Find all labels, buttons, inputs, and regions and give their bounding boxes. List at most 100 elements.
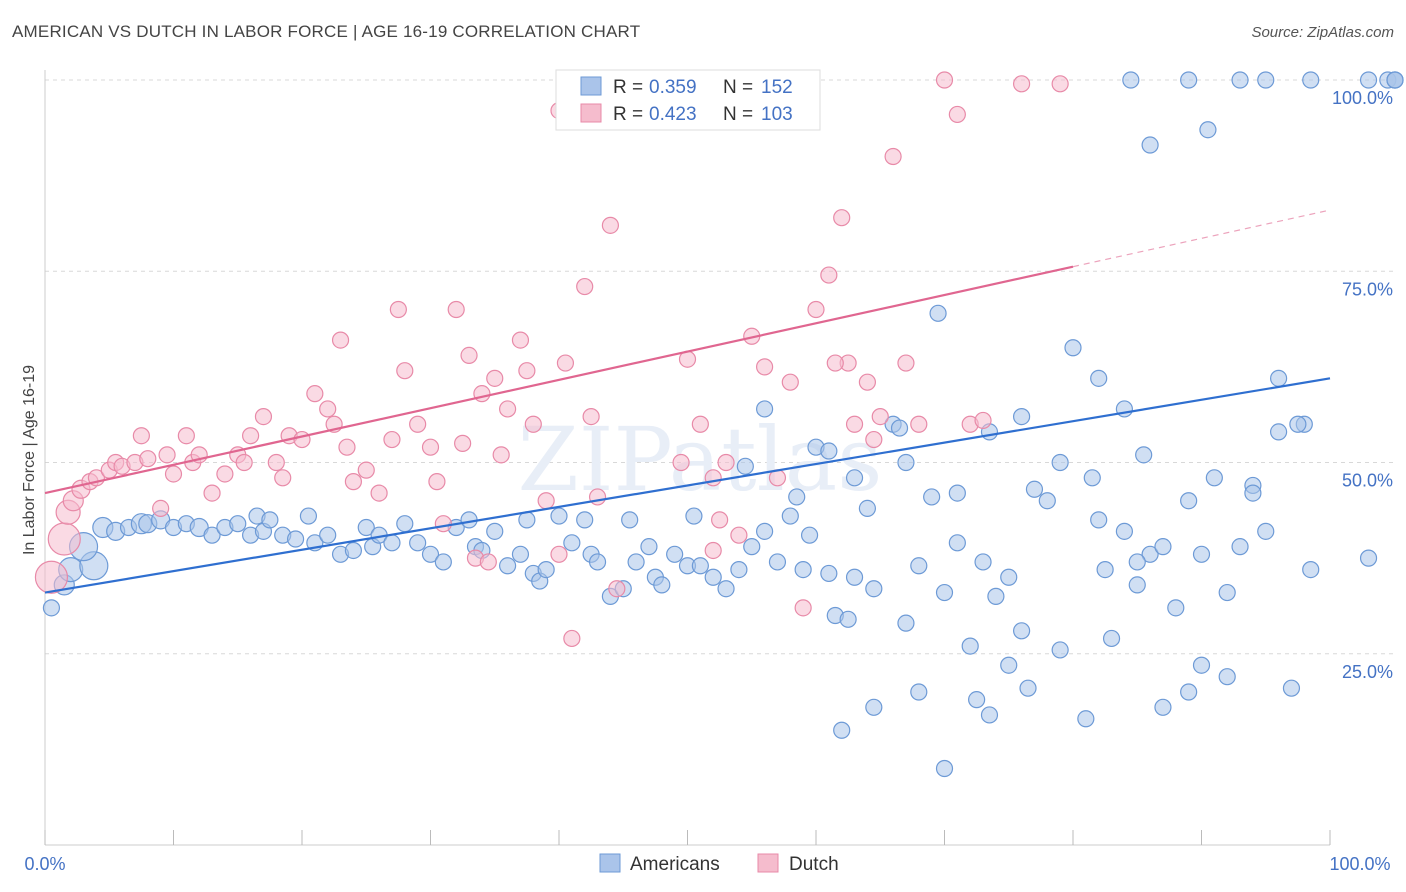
dutch-point <box>306 385 324 403</box>
dutch-n-label: N = <box>723 104 753 125</box>
dutch-point <box>331 331 350 349</box>
americans-r-value: 0.359 <box>649 77 697 98</box>
americans-point <box>1205 469 1223 487</box>
americans-point <box>1122 71 1140 89</box>
americans-point <box>935 583 954 602</box>
y-axis-label: In Labor Force | Age 16-19 <box>21 365 38 555</box>
dutch-point <box>948 105 966 124</box>
americans-point <box>910 557 928 575</box>
dutch-point <box>486 369 504 387</box>
dutch-point <box>820 266 838 284</box>
y-tick-label: 75.0% <box>1342 279 1393 299</box>
americans-point <box>409 534 427 552</box>
americans-point <box>1128 576 1146 594</box>
x-tick-label-max: 100.0% <box>1329 854 1390 874</box>
americans-point <box>820 442 838 460</box>
dutch-point <box>974 411 992 430</box>
americans-point <box>1192 545 1211 563</box>
americans-point <box>1038 492 1056 510</box>
americans-point <box>1269 423 1288 441</box>
americans-point <box>685 507 703 525</box>
americans-point <box>865 580 883 598</box>
americans-point <box>768 553 787 571</box>
americans-point <box>1128 553 1146 571</box>
americans-point <box>1192 656 1211 674</box>
dutch-point <box>730 526 748 544</box>
dutch-point <box>421 438 440 456</box>
americans-n-label: N = <box>723 77 753 98</box>
dutch-point <box>267 453 285 472</box>
dutch-swatch <box>580 103 602 123</box>
americans-point <box>1257 71 1275 89</box>
dutch-point <box>34 560 69 594</box>
dutch-n-value: 103 <box>761 104 793 125</box>
americans-point <box>1302 71 1320 89</box>
dutch-point <box>479 553 497 571</box>
americans-point <box>743 538 761 556</box>
americans-point <box>1269 369 1288 387</box>
americans-point <box>1154 538 1172 556</box>
americans-point <box>1231 71 1249 89</box>
dutch-point <box>499 400 517 418</box>
dutch-point <box>884 147 902 166</box>
americans-point <box>588 553 607 571</box>
dutch-point <box>254 408 273 426</box>
dutch-point <box>242 427 260 445</box>
dutch-point <box>601 216 620 234</box>
americans-point <box>755 400 774 418</box>
americans-point <box>344 541 362 560</box>
americans-point <box>961 637 979 655</box>
dutch-point <box>370 484 388 502</box>
americans-point <box>383 534 401 552</box>
americans-point <box>1180 683 1198 701</box>
dutch-point <box>588 488 607 506</box>
dutch-point <box>344 473 362 491</box>
dutch-point <box>672 453 690 472</box>
dutch-point <box>447 300 465 319</box>
series-legend: Americans Dutch <box>599 853 839 875</box>
americans-point <box>794 560 812 579</box>
americans-point <box>800 526 819 544</box>
americans-point <box>1359 549 1378 567</box>
dutch-point <box>897 354 915 372</box>
americans-point <box>736 457 754 475</box>
americans-point <box>730 560 748 579</box>
americans-point <box>845 469 864 487</box>
americans-point <box>319 526 337 544</box>
americans-point <box>974 553 992 571</box>
dutch-point <box>409 415 427 433</box>
dutch-point <box>216 465 234 483</box>
dutch-point <box>524 415 542 433</box>
americans-point <box>1282 679 1301 697</box>
americans-point <box>1167 599 1185 617</box>
dutch-point <box>396 362 414 380</box>
dutch-point <box>826 354 844 372</box>
dutch-point <box>132 427 150 445</box>
americans-point <box>511 545 530 563</box>
americans-point <box>1115 522 1134 540</box>
dutch-point <box>704 469 722 487</box>
americans-point <box>627 553 645 571</box>
dutch-point <box>293 430 311 449</box>
americans-point <box>839 610 857 628</box>
americans-point <box>396 515 414 533</box>
americans-point <box>890 419 909 437</box>
americans-point <box>845 568 864 586</box>
dutch-point <box>794 599 812 617</box>
americans-point <box>980 706 999 724</box>
americans-point <box>563 534 581 552</box>
dutch-point <box>428 473 446 491</box>
dutch-point <box>576 277 594 296</box>
dutch-point <box>865 430 883 449</box>
dutch-point <box>717 453 735 472</box>
americans-point <box>1302 560 1320 579</box>
americans-point <box>1244 484 1262 502</box>
dutch-point <box>704 541 722 560</box>
dutch-point <box>845 415 864 433</box>
americans-point <box>1231 538 1249 556</box>
y-tick-label: 25.0% <box>1342 662 1393 682</box>
dutch-point <box>357 461 375 479</box>
americans-point <box>653 576 671 594</box>
dutch-point <box>1051 75 1069 93</box>
dutch-point <box>47 522 81 556</box>
